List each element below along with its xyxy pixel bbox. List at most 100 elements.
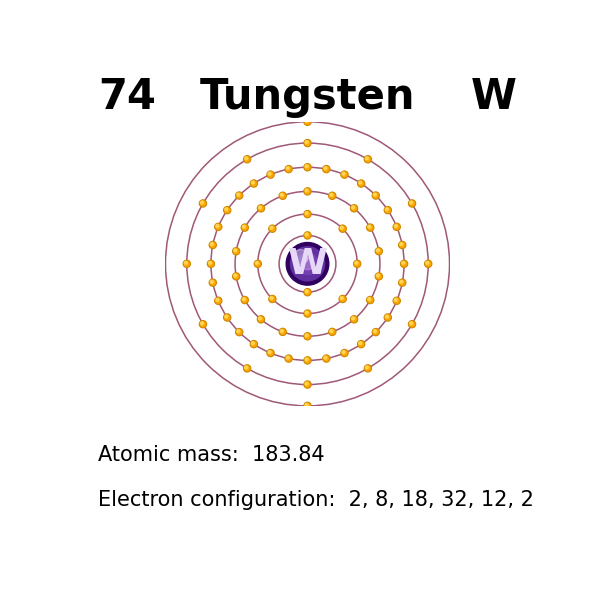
- Circle shape: [304, 164, 311, 171]
- Circle shape: [426, 261, 429, 264]
- Circle shape: [323, 165, 330, 173]
- Circle shape: [340, 226, 343, 229]
- Circle shape: [302, 258, 313, 270]
- Circle shape: [339, 295, 346, 303]
- Circle shape: [368, 298, 371, 300]
- Circle shape: [305, 233, 308, 236]
- Circle shape: [330, 193, 333, 196]
- Circle shape: [304, 402, 311, 409]
- Circle shape: [373, 330, 376, 333]
- Circle shape: [232, 248, 240, 255]
- Circle shape: [257, 315, 265, 323]
- Circle shape: [216, 298, 219, 301]
- Circle shape: [342, 172, 345, 175]
- Circle shape: [251, 181, 254, 184]
- Circle shape: [259, 317, 262, 320]
- Circle shape: [256, 261, 259, 264]
- Circle shape: [286, 243, 329, 285]
- Circle shape: [269, 225, 276, 233]
- Circle shape: [215, 223, 222, 230]
- Text: Electron configuration:  2, 8, 18, 32, 12, 2: Electron configuration: 2, 8, 18, 32, 12…: [98, 490, 534, 510]
- Circle shape: [211, 243, 214, 246]
- Text: Atomic mass:  183.84: Atomic mass: 183.84: [98, 446, 325, 465]
- Circle shape: [409, 200, 416, 207]
- Circle shape: [285, 355, 292, 362]
- Circle shape: [400, 243, 403, 246]
- Text: Tungsten: Tungsten: [200, 76, 415, 118]
- Circle shape: [304, 118, 311, 126]
- Circle shape: [365, 366, 368, 369]
- Circle shape: [350, 205, 358, 212]
- Circle shape: [400, 260, 408, 268]
- Circle shape: [305, 165, 308, 168]
- Circle shape: [359, 342, 362, 345]
- Circle shape: [209, 261, 211, 264]
- Circle shape: [376, 249, 379, 252]
- Circle shape: [184, 261, 187, 264]
- Circle shape: [225, 315, 228, 318]
- Circle shape: [398, 279, 406, 286]
- Circle shape: [285, 165, 292, 173]
- Circle shape: [224, 206, 231, 214]
- Circle shape: [237, 193, 240, 196]
- Circle shape: [269, 295, 276, 303]
- Circle shape: [267, 171, 274, 178]
- Circle shape: [232, 273, 240, 280]
- Circle shape: [305, 334, 308, 337]
- Circle shape: [364, 365, 371, 372]
- Circle shape: [199, 200, 206, 207]
- Circle shape: [304, 381, 311, 389]
- Circle shape: [375, 273, 383, 280]
- Circle shape: [305, 403, 308, 406]
- Circle shape: [358, 180, 365, 187]
- Circle shape: [234, 249, 237, 252]
- Circle shape: [304, 357, 311, 364]
- Circle shape: [341, 349, 348, 357]
- Circle shape: [290, 247, 325, 281]
- Text: W: W: [287, 247, 328, 281]
- Circle shape: [293, 249, 308, 264]
- Circle shape: [244, 155, 251, 163]
- Circle shape: [385, 208, 388, 211]
- Circle shape: [209, 279, 217, 286]
- Circle shape: [209, 242, 217, 249]
- Circle shape: [199, 321, 206, 328]
- Circle shape: [254, 260, 262, 268]
- Circle shape: [211, 280, 214, 283]
- Circle shape: [375, 248, 383, 255]
- Circle shape: [394, 224, 397, 227]
- Circle shape: [323, 355, 330, 362]
- Circle shape: [268, 350, 271, 353]
- Circle shape: [305, 382, 308, 385]
- Circle shape: [376, 274, 379, 277]
- Circle shape: [304, 139, 311, 147]
- Circle shape: [368, 225, 371, 228]
- Circle shape: [358, 340, 365, 348]
- Circle shape: [242, 225, 245, 228]
- Circle shape: [286, 167, 289, 170]
- Circle shape: [244, 365, 251, 372]
- Circle shape: [305, 189, 308, 192]
- Circle shape: [250, 340, 257, 348]
- Circle shape: [329, 192, 336, 199]
- Circle shape: [267, 349, 274, 357]
- Circle shape: [215, 297, 222, 305]
- Circle shape: [365, 157, 368, 160]
- Circle shape: [305, 311, 308, 314]
- Circle shape: [270, 296, 273, 299]
- Circle shape: [305, 358, 308, 361]
- Circle shape: [410, 322, 413, 325]
- Circle shape: [236, 192, 243, 199]
- Circle shape: [250, 180, 257, 187]
- Circle shape: [237, 330, 240, 333]
- Circle shape: [401, 261, 404, 264]
- Circle shape: [410, 201, 413, 204]
- Circle shape: [183, 260, 190, 268]
- Circle shape: [268, 172, 271, 175]
- Circle shape: [251, 342, 254, 345]
- Circle shape: [339, 225, 346, 233]
- Circle shape: [425, 260, 432, 268]
- Text: W: W: [471, 76, 517, 118]
- Circle shape: [207, 260, 215, 268]
- Circle shape: [329, 328, 336, 336]
